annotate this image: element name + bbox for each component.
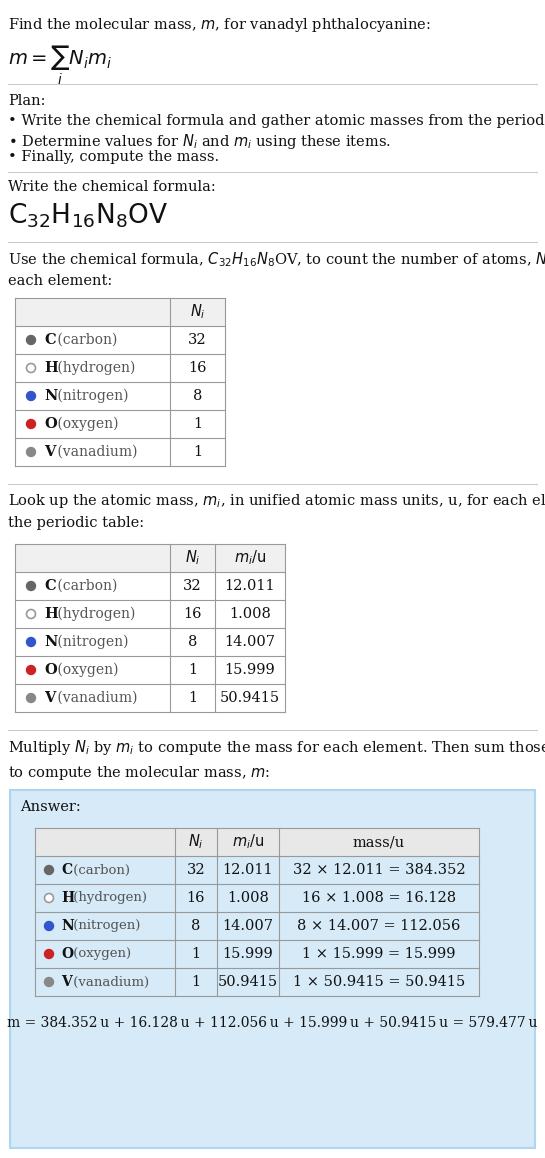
- Text: Answer:: Answer:: [20, 800, 81, 814]
- Text: 14.007: 14.007: [225, 635, 276, 648]
- Text: V: V: [61, 975, 72, 989]
- Text: V: V: [44, 691, 56, 705]
- Text: 1: 1: [188, 691, 197, 705]
- Text: 1.008: 1.008: [227, 891, 269, 906]
- Text: Look up the atomic mass, $m_i$, in unified atomic mass units, u, for each elemen: Look up the atomic mass, $m_i$, in unifi…: [8, 492, 545, 529]
- Text: 14.007: 14.007: [222, 919, 274, 933]
- Circle shape: [27, 447, 35, 456]
- Text: O: O: [44, 664, 57, 677]
- Text: (nitrogen): (nitrogen): [69, 919, 141, 932]
- Text: 16: 16: [187, 891, 205, 906]
- Text: C: C: [44, 334, 56, 347]
- Text: 50.9415: 50.9415: [220, 691, 280, 705]
- Text: • Finally, compute the mass.: • Finally, compute the mass.: [8, 151, 219, 164]
- Text: (nitrogen): (nitrogen): [53, 635, 129, 650]
- Text: (oxygen): (oxygen): [53, 417, 118, 431]
- Circle shape: [27, 609, 35, 618]
- Text: • Determine values for $N_i$ and $m_i$ using these items.: • Determine values for $N_i$ and $m_i$ u…: [8, 132, 391, 151]
- Text: 8 × 14.007 = 112.056: 8 × 14.007 = 112.056: [298, 919, 461, 933]
- Text: $m_i$/u: $m_i$/u: [234, 549, 267, 567]
- Circle shape: [45, 894, 53, 902]
- Text: (vanadium): (vanadium): [69, 975, 149, 989]
- Text: 1: 1: [188, 664, 197, 677]
- Text: $\mathregular{C_{32}H_{16}N_8OV}$: $\mathregular{C_{32}H_{16}N_8OV}$: [8, 201, 168, 230]
- Text: 50.9415: 50.9415: [218, 975, 278, 989]
- Text: (vanadium): (vanadium): [53, 691, 137, 705]
- Text: $N_i$: $N_i$: [190, 302, 205, 322]
- Text: $m_i$/u: $m_i$/u: [232, 833, 264, 851]
- Circle shape: [27, 581, 35, 591]
- Text: 1 × 50.9415 = 50.9415: 1 × 50.9415 = 50.9415: [293, 975, 465, 989]
- Circle shape: [27, 336, 35, 344]
- Text: 1.008: 1.008: [229, 607, 271, 621]
- Bar: [35, 828, 479, 856]
- Text: 15.999: 15.999: [222, 947, 274, 961]
- Circle shape: [45, 977, 53, 987]
- Text: m = 384.352 u + 16.128 u + 112.056 u + 15.999 u + 50.9415 u = 579.477 u: m = 384.352 u + 16.128 u + 112.056 u + 1…: [7, 1016, 538, 1029]
- Text: 16: 16: [188, 361, 207, 375]
- FancyBboxPatch shape: [10, 790, 535, 1148]
- Text: Multiply $N_i$ by $m_i$ to compute the mass for each element. Then sum those val: Multiply $N_i$ by $m_i$ to compute the m…: [8, 738, 545, 782]
- Text: C: C: [61, 863, 72, 877]
- Text: (nitrogen): (nitrogen): [53, 389, 129, 403]
- Text: 16 × 1.008 = 16.128: 16 × 1.008 = 16.128: [302, 891, 456, 906]
- Text: (oxygen): (oxygen): [69, 947, 131, 960]
- Text: (vanadium): (vanadium): [53, 445, 137, 459]
- Text: $N_i$: $N_i$: [188, 833, 204, 851]
- Text: 32: 32: [187, 863, 205, 877]
- Text: 1: 1: [191, 975, 201, 989]
- Text: 8: 8: [193, 389, 202, 403]
- Text: V: V: [44, 445, 56, 459]
- Text: (hydrogen): (hydrogen): [69, 892, 147, 904]
- Circle shape: [45, 865, 53, 874]
- Text: 1 × 15.999 = 15.999: 1 × 15.999 = 15.999: [302, 947, 456, 961]
- Text: 1: 1: [193, 417, 202, 431]
- Text: Use the chemical formula, $C_{32}H_{16}N_8$OV, to count the number of atoms, $N_: Use the chemical formula, $C_{32}H_{16}N…: [8, 250, 545, 288]
- Text: O: O: [44, 417, 57, 431]
- Circle shape: [27, 638, 35, 646]
- Text: $m = \sum_i N_i m_i$: $m = \sum_i N_i m_i$: [8, 44, 112, 87]
- Text: N: N: [61, 919, 74, 933]
- Text: H: H: [61, 891, 74, 906]
- Text: (carbon): (carbon): [53, 334, 117, 347]
- Text: H: H: [44, 607, 58, 621]
- Text: C: C: [44, 579, 56, 593]
- Circle shape: [27, 391, 35, 401]
- Text: • Write the chemical formula and gather atomic masses from the periodic table.: • Write the chemical formula and gather …: [8, 113, 545, 129]
- Text: Find the molecular mass, $m$, for vanadyl phthalocyanine:: Find the molecular mass, $m$, for vanady…: [8, 16, 431, 34]
- Circle shape: [27, 364, 35, 373]
- Text: 12.011: 12.011: [223, 863, 273, 877]
- Text: (hydrogen): (hydrogen): [53, 361, 135, 375]
- Circle shape: [45, 922, 53, 931]
- Bar: [15, 298, 225, 327]
- Text: 16: 16: [183, 607, 202, 621]
- Circle shape: [27, 419, 35, 428]
- Text: 1: 1: [191, 947, 201, 961]
- Text: 15.999: 15.999: [225, 664, 275, 677]
- Circle shape: [45, 950, 53, 959]
- Text: H: H: [44, 361, 58, 375]
- Text: Plan:: Plan:: [8, 94, 45, 108]
- Circle shape: [27, 666, 35, 674]
- Text: 12.011: 12.011: [225, 579, 275, 593]
- Text: 8: 8: [191, 919, 201, 933]
- Text: O: O: [61, 947, 73, 961]
- Text: (hydrogen): (hydrogen): [53, 607, 135, 621]
- Text: 32 × 12.011 = 384.352: 32 × 12.011 = 384.352: [293, 863, 465, 877]
- Text: 8: 8: [188, 635, 197, 648]
- Text: N: N: [44, 389, 57, 403]
- Text: 1: 1: [193, 445, 202, 459]
- Text: $N_i$: $N_i$: [185, 549, 201, 567]
- Text: N: N: [44, 635, 57, 648]
- Text: 32: 32: [188, 334, 207, 347]
- Circle shape: [27, 694, 35, 703]
- Bar: [15, 544, 285, 572]
- Text: Write the chemical formula:: Write the chemical formula:: [8, 179, 216, 195]
- Text: (oxygen): (oxygen): [53, 662, 118, 677]
- Text: 32: 32: [183, 579, 202, 593]
- Text: (carbon): (carbon): [69, 864, 130, 877]
- Text: mass/u: mass/u: [353, 835, 405, 849]
- Text: (carbon): (carbon): [53, 579, 117, 593]
